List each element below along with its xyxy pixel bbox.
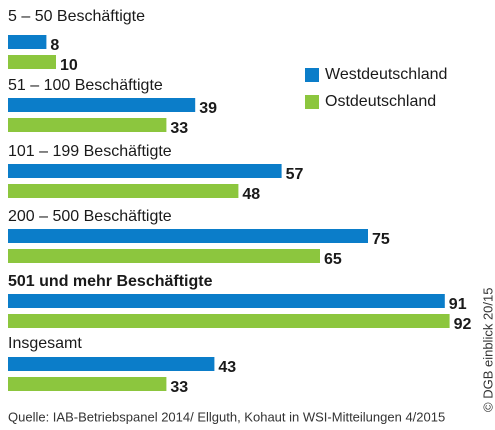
bar xyxy=(8,184,239,198)
value-label: 92 xyxy=(454,316,472,333)
bar xyxy=(8,357,215,371)
value-label: 48 xyxy=(242,186,260,203)
value-label: 39 xyxy=(199,100,217,117)
category-label: Insgesamt xyxy=(8,335,82,352)
legend-label: Westdeutschland xyxy=(325,66,447,83)
value-label: 33 xyxy=(170,120,188,137)
category-label: 51 – 100 Beschäftigte xyxy=(8,77,163,94)
value-label: 57 xyxy=(286,166,304,183)
legend-swatch xyxy=(305,95,319,109)
bar xyxy=(8,229,368,243)
legend-swatch xyxy=(305,68,319,82)
value-label: 43 xyxy=(218,359,236,376)
category-label: 101 – 199 Beschäftigte xyxy=(8,143,172,160)
bar xyxy=(8,294,445,308)
category-label: 5 – 50 Beschäftigte xyxy=(8,8,145,25)
legend-label: Ostdeutschland xyxy=(325,93,436,110)
value-label: 33 xyxy=(170,379,188,396)
bar xyxy=(8,164,282,178)
bar xyxy=(8,118,167,132)
bar xyxy=(8,35,47,49)
bar xyxy=(8,377,167,391)
bar xyxy=(8,98,196,112)
source: Quelle: IAB-Betriebspanel 2014/ Ellguth,… xyxy=(8,409,445,424)
bar xyxy=(8,55,56,69)
bar xyxy=(8,249,320,263)
credit: © DGB einblick 20/15 xyxy=(480,288,495,412)
bar xyxy=(8,314,450,328)
value-label: 91 xyxy=(449,296,467,313)
value-label: 65 xyxy=(324,251,342,268)
category-label: 200 – 500 Beschäftigte xyxy=(8,208,172,225)
value-label: 10 xyxy=(60,57,78,74)
value-label: 75 xyxy=(372,231,390,248)
category-label: 501 und mehr Beschäftigte xyxy=(8,273,213,290)
value-label: 8 xyxy=(50,37,59,54)
